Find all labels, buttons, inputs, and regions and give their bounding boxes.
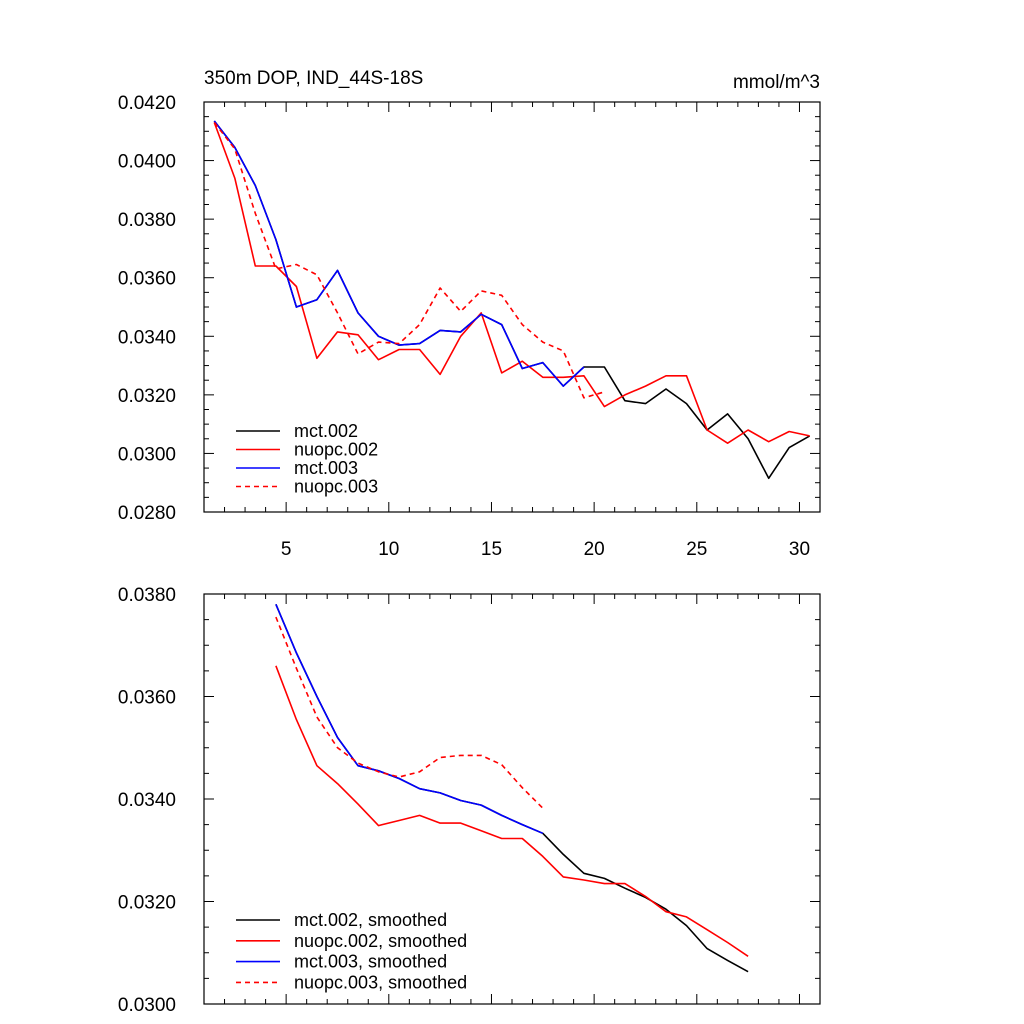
legend-label: mct.003	[294, 458, 358, 478]
y-tick-label: 0.0380	[118, 585, 176, 606]
y-tick-label: 0.0300	[118, 995, 176, 1016]
y-tick-label: 0.0360	[118, 269, 176, 290]
y-tick-label: 0.0400	[118, 152, 176, 173]
y-tick-label: 0.0360	[118, 688, 176, 709]
units-label: mmol/m^3	[733, 72, 820, 93]
y-tick-label: 0.0340	[118, 327, 176, 348]
series-line-nuopc-003	[213, 122, 605, 399]
x-tick-label: 30	[789, 539, 810, 560]
legend-label: nuopc.003	[294, 477, 378, 497]
y-tick-label: 0.0320	[118, 386, 176, 407]
y-tick-label: 0.0280	[118, 503, 176, 524]
legend-label: mct.003, smoothed	[294, 952, 447, 972]
series-line-nuopc-002-smoothed	[275, 665, 749, 957]
series-line-nuopc-003-smoothed	[275, 616, 544, 809]
y-tick-label: 0.0320	[118, 893, 176, 914]
y-tick-label: 0.0380	[118, 210, 176, 231]
series-line-mct-003	[213, 120, 585, 387]
series-line-mct-003-smoothed	[275, 603, 544, 835]
y-tick-label: 0.0340	[118, 790, 176, 811]
legend-label: nuopc.003, smoothed	[294, 972, 467, 992]
chart-title: 350m DOP, IND_44S-18S	[204, 68, 423, 89]
y-tick-label: 0.0420	[118, 93, 176, 114]
legend-label: nuopc.002, smoothed	[294, 931, 467, 951]
x-tick-label: 25	[686, 539, 707, 560]
x-tick-label: 10	[378, 539, 399, 560]
x-tick-label: 20	[584, 539, 605, 560]
x-tick-label: 5	[281, 539, 292, 560]
x-tick-label: 15	[481, 539, 502, 560]
legend-label: mct.002	[294, 421, 358, 441]
legend-label: mct.002, smoothed	[294, 910, 447, 930]
bottom-panel: 0.0300 0.0320 0.0340 0.0360 0.0380 mct.002, s…	[118, 585, 821, 1016]
series-line-nuopc-002	[213, 122, 810, 445]
legend-label: nuopc.002	[294, 440, 378, 460]
top-panel: 350m DOP, IND_44S-18S mmol/m^3 5 10 15 20 25…	[118, 68, 821, 560]
y-tick-label: 0.0300	[118, 444, 176, 465]
